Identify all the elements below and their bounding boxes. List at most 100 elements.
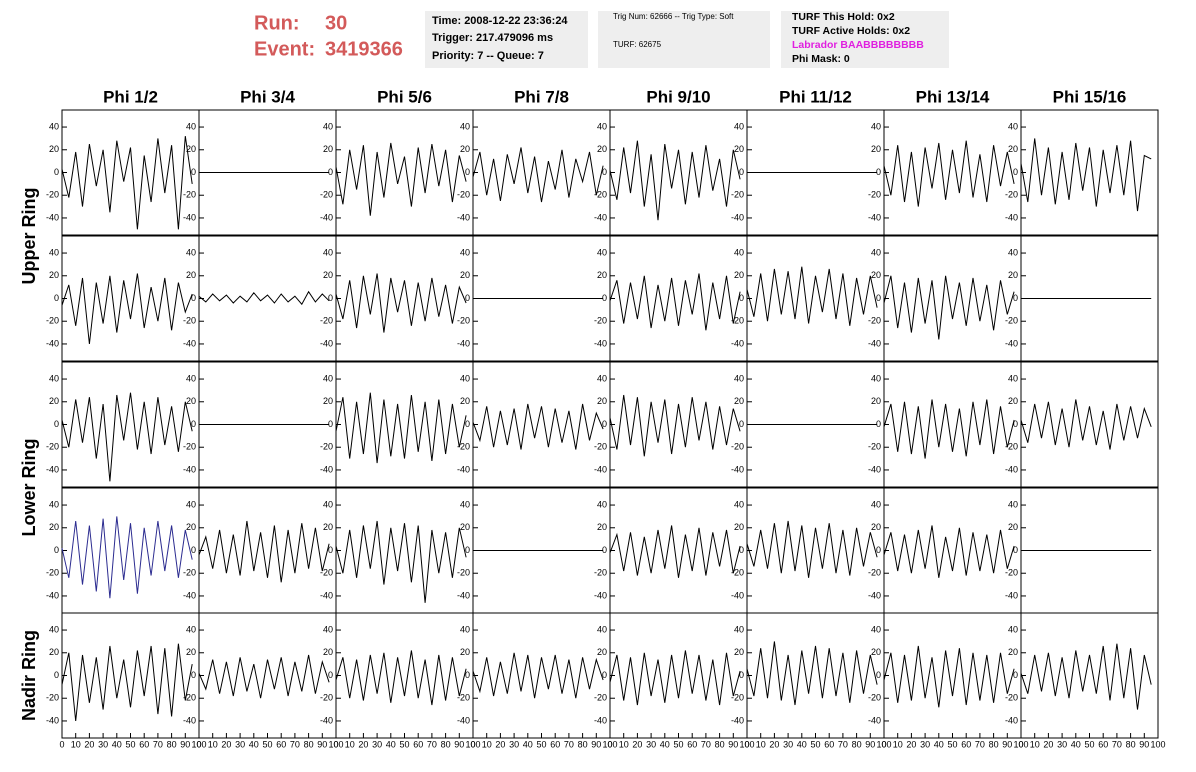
y-tick-label: -40 — [183, 212, 196, 222]
event-number: 3419366 — [325, 38, 403, 60]
y-tick-label: 0 — [54, 293, 59, 303]
y-tick-label: 0 — [876, 670, 881, 680]
x-tick-label: 0 — [59, 739, 64, 749]
y-tick-label: -20 — [183, 316, 196, 326]
y-tick-label: 0 — [465, 167, 470, 177]
panel-frame — [472, 109, 611, 236]
x-tick-label: 100 — [465, 739, 480, 749]
x-tick-label: 40 — [112, 739, 122, 749]
x-tick-label: 30 — [1057, 739, 1067, 749]
y-tick-label: -40 — [46, 338, 59, 348]
x-tick-label: 70 — [564, 739, 574, 749]
y-tick-label: 0 — [876, 545, 881, 555]
waveform — [1020, 643, 1152, 710]
x-tick-label: 90 — [180, 739, 190, 749]
y-tick-label: -40 — [594, 715, 607, 725]
x-tick-label: 50 — [947, 739, 957, 749]
y-tick-label: 0 — [876, 293, 881, 303]
waveform — [472, 147, 604, 203]
info-active: TURF Active Holds: 0x2 — [792, 25, 910, 37]
y-tick-label: -20 — [731, 568, 744, 578]
x-tick-label: 40 — [660, 739, 670, 749]
y-tick-label: 20 — [871, 144, 881, 154]
y-tick-label: -40 — [320, 338, 333, 348]
y-tick-label: 20 — [49, 396, 59, 406]
y-tick-label: 40 — [871, 624, 881, 634]
waveform — [746, 641, 878, 706]
y-tick-label: -40 — [594, 590, 607, 600]
x-tick-label: 90 — [865, 739, 875, 749]
y-tick-label: 20 — [597, 522, 607, 532]
y-tick-label: 40 — [734, 373, 744, 383]
y-tick-label: -40 — [46, 212, 59, 222]
y-tick-label: 20 — [597, 396, 607, 406]
x-tick-label: 80 — [852, 739, 862, 749]
y-tick-label: 20 — [323, 144, 333, 154]
y-tick-label: 40 — [460, 624, 470, 634]
y-tick-label: -20 — [183, 442, 196, 452]
y-tick-label: -20 — [868, 442, 881, 452]
ring-label: Nadir Ring — [19, 630, 39, 721]
y-tick-label: -40 — [594, 338, 607, 348]
x-tick-label: 30 — [372, 739, 382, 749]
y-tick-label: -40 — [457, 464, 470, 474]
x-tick-label: 70 — [153, 739, 163, 749]
y-tick-label: 0 — [465, 293, 470, 303]
x-tick-label: 30 — [235, 739, 245, 749]
y-tick-label: 40 — [1008, 247, 1018, 257]
y-tick-label: -40 — [594, 464, 607, 474]
y-tick-label: 40 — [734, 247, 744, 257]
x-tick-label: 0 — [333, 739, 338, 749]
panel-frame — [335, 109, 474, 236]
y-tick-label: 20 — [186, 396, 196, 406]
y-tick-label: -20 — [731, 442, 744, 452]
y-tick-label: -40 — [868, 338, 881, 348]
panel-frame — [61, 109, 200, 236]
y-tick-label: 40 — [186, 247, 196, 257]
x-tick-label: 0 — [470, 739, 475, 749]
y-tick-label: -20 — [320, 190, 333, 200]
y-tick-label: -20 — [594, 693, 607, 703]
y-tick-label: 20 — [597, 270, 607, 280]
x-tick-label: 60 — [961, 739, 971, 749]
y-tick-label: 0 — [191, 419, 196, 429]
x-tick-label: 60 — [550, 739, 560, 749]
y-tick-label: -40 — [320, 464, 333, 474]
y-tick-label: -40 — [868, 715, 881, 725]
waveform — [609, 140, 741, 221]
y-tick-label: -20 — [457, 316, 470, 326]
x-tick-label: 50 — [536, 739, 546, 749]
y-tick-label: -40 — [868, 464, 881, 474]
x-tick-label: 80 — [715, 739, 725, 749]
y-tick-label: 0 — [1013, 293, 1018, 303]
x-tick-label: 40 — [523, 739, 533, 749]
panel-frame — [198, 235, 337, 362]
column-title: Phi 3/4 — [240, 87, 295, 106]
y-tick-label: 20 — [1008, 522, 1018, 532]
y-tick-label: 0 — [328, 419, 333, 429]
x-tick-label: 20 — [495, 739, 505, 749]
x-tick-label: 100 — [328, 739, 343, 749]
y-tick-label: 0 — [602, 167, 607, 177]
waveform — [883, 645, 1015, 708]
y-tick-label: 40 — [597, 624, 607, 634]
column-title: Phi 15/16 — [1053, 87, 1127, 106]
y-tick-label: -40 — [457, 212, 470, 222]
waveform — [61, 643, 193, 722]
panel-frame — [198, 487, 337, 614]
panel-frame — [61, 235, 200, 362]
y-tick-label: -20 — [731, 693, 744, 703]
x-tick-label: 80 — [167, 739, 177, 749]
x-tick-label: 20 — [1043, 739, 1053, 749]
waveform — [61, 136, 193, 230]
waveform — [61, 392, 193, 482]
y-tick-label: -20 — [457, 190, 470, 200]
y-tick-label: 0 — [191, 167, 196, 177]
y-tick-label: 20 — [871, 522, 881, 532]
y-tick-label: 20 — [597, 647, 607, 657]
waveform — [198, 520, 330, 583]
x-tick-label: 20 — [84, 739, 94, 749]
panel-frame — [335, 235, 474, 362]
y-tick-label: 20 — [734, 144, 744, 154]
